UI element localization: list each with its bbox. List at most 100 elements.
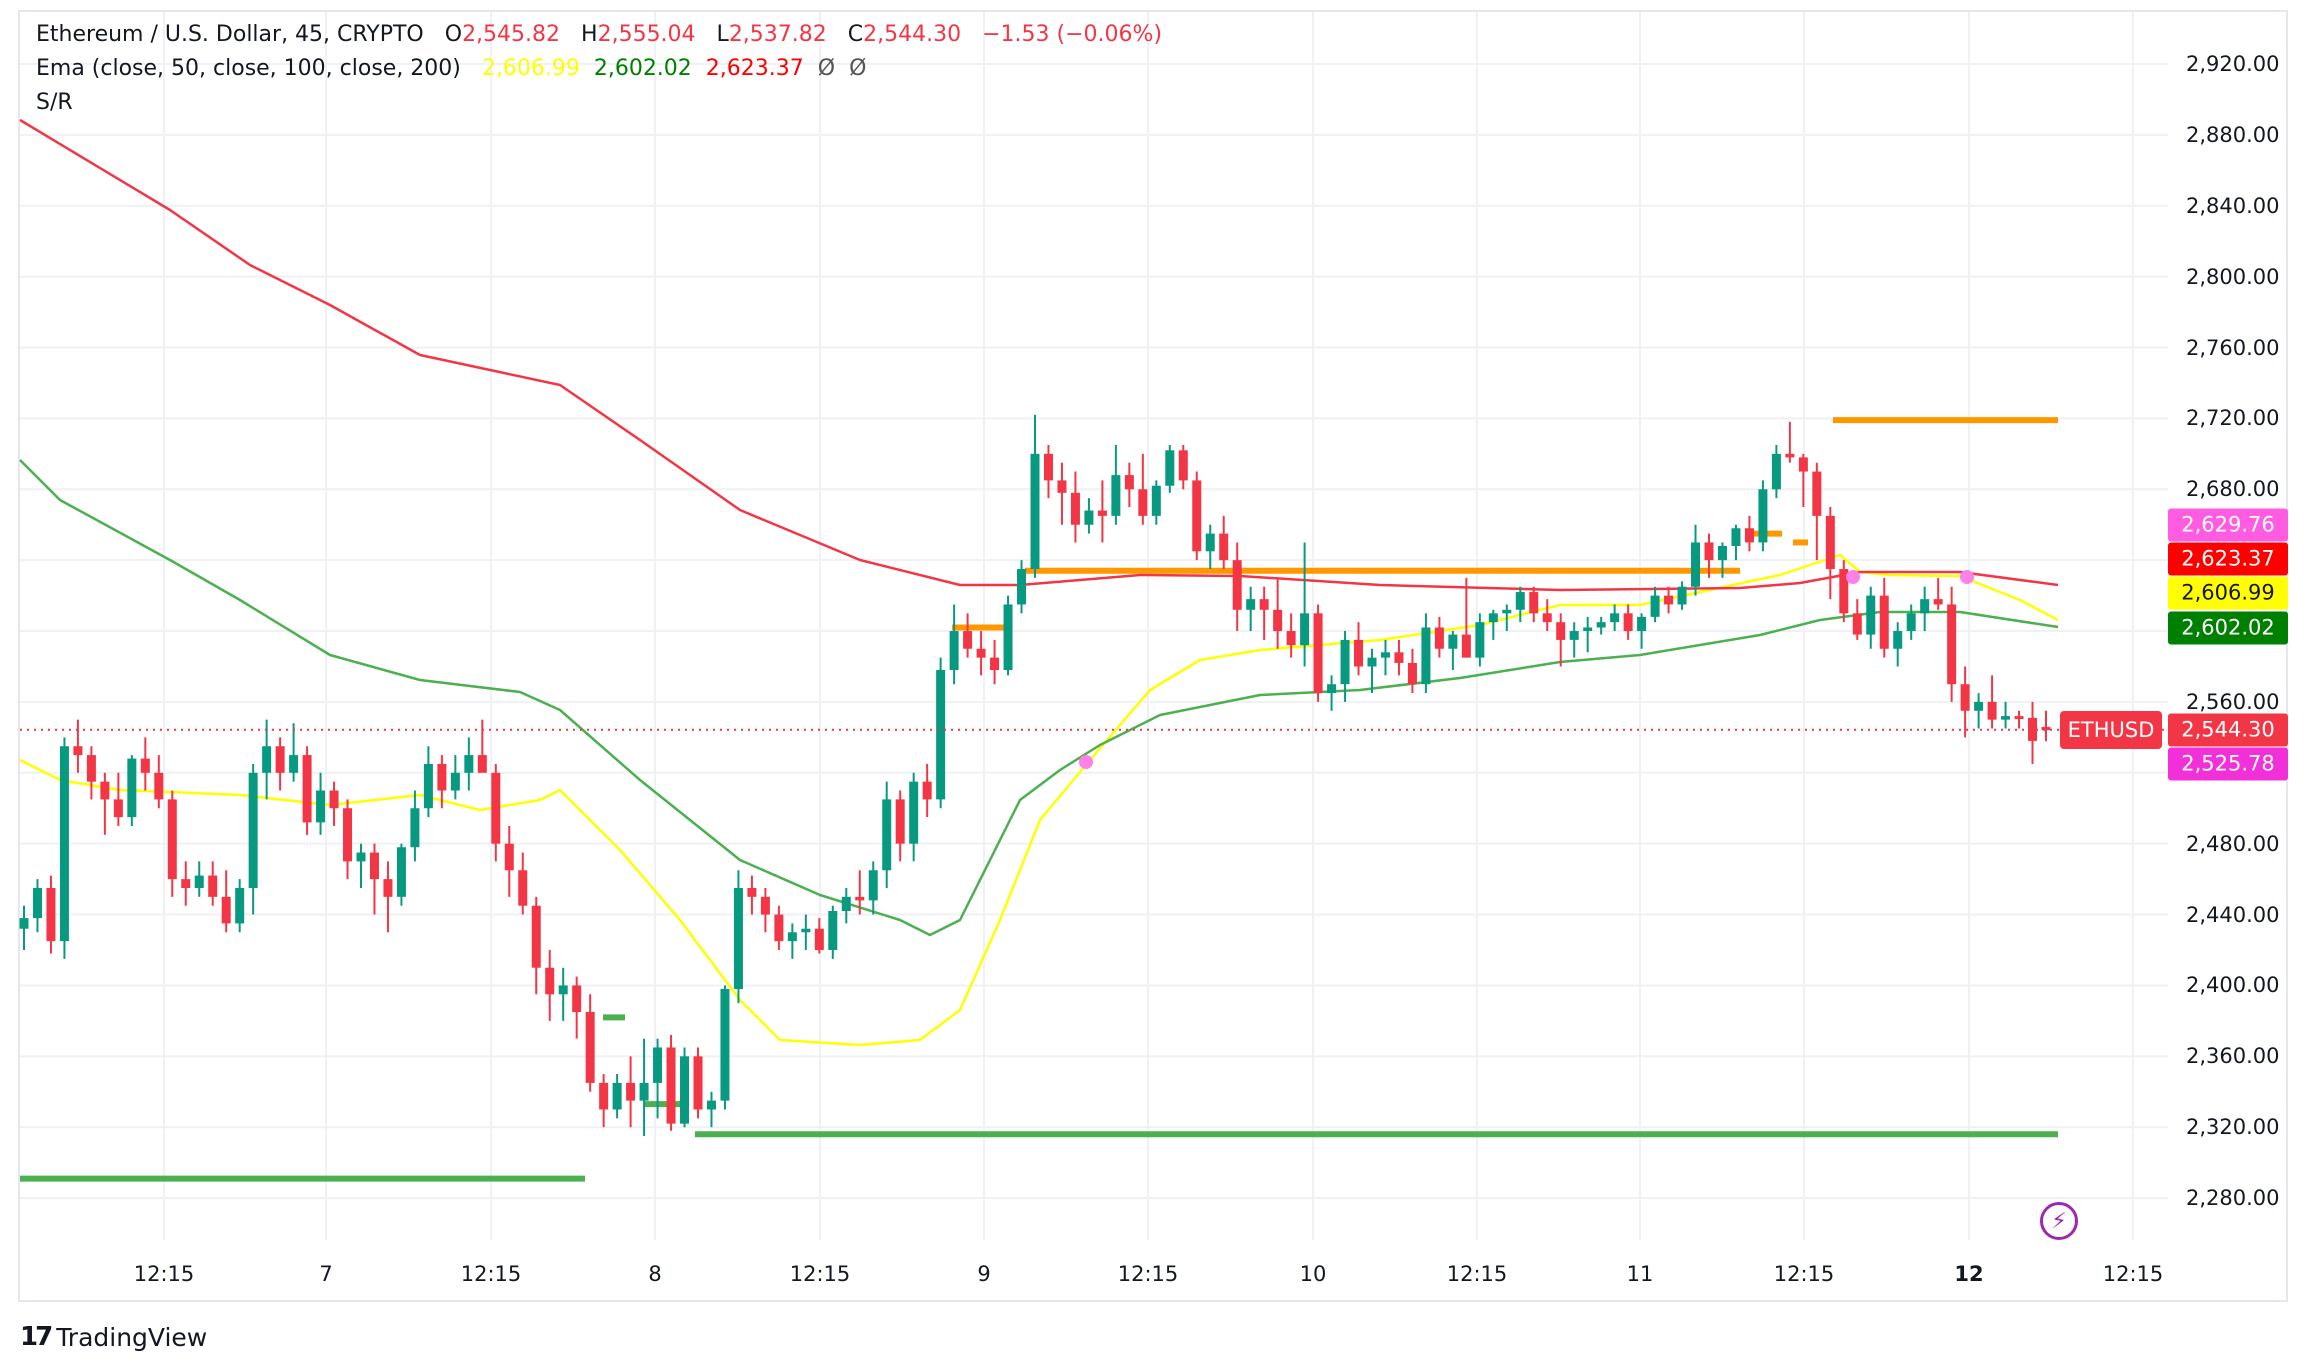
candle-down [383, 879, 393, 897]
candle-up [2001, 716, 2011, 720]
candle-down [1273, 609, 1283, 632]
candle-down [329, 790, 339, 809]
candle-up [248, 772, 258, 888]
candle-down [1933, 599, 1943, 605]
candle-down [1407, 662, 1417, 685]
candle-up [1515, 592, 1525, 610]
candle-up [1717, 545, 1727, 561]
tradingview-logo[interactable]: 17 TradingView [20, 1322, 207, 1352]
candle-up [828, 911, 838, 950]
candle-down [302, 755, 312, 823]
candle-up [733, 887, 743, 989]
candle-up [1327, 684, 1337, 694]
candle-down [1178, 450, 1188, 481]
candle-down [1542, 613, 1552, 623]
candle-down [140, 758, 150, 773]
candle-down [774, 914, 784, 942]
time-tick-label: 8 [648, 1262, 662, 1286]
time-tick-label: 12 [1954, 1262, 1984, 1286]
candle-down [1556, 622, 1566, 640]
price-tick-label: 2,360.00 [2186, 1044, 2280, 1069]
ema50-line [19, 553, 2059, 1047]
candle-up [1030, 453, 1040, 570]
candle-down [1232, 560, 1242, 610]
candle-down [1070, 492, 1080, 525]
symbol-title: Ethereum / U.S. Dollar, 45, CRYPTO [36, 22, 424, 47]
ema100-value: 2,602.02 [593, 56, 692, 81]
price-tick-label: 2,320.00 [2186, 1115, 2280, 1140]
candle-down [181, 879, 191, 888]
price-tick-label: 2,880.00 [2186, 122, 2280, 147]
candle-down [1947, 604, 1957, 685]
tradingview-wordmark: TradingView [56, 1322, 208, 1352]
candle-down [747, 887, 757, 897]
candle-up [1205, 533, 1215, 552]
candle-up [1920, 599, 1930, 614]
candle-up [1758, 489, 1768, 543]
ema-cross-marker [1846, 570, 1860, 584]
candle-down [545, 967, 555, 995]
candle-up [653, 1047, 663, 1083]
price-tick-label: 2,480.00 [2186, 831, 2280, 856]
candle-up [194, 875, 204, 888]
candle-up [1596, 622, 1606, 628]
candle-down [2014, 716, 2024, 720]
time-tick-label: 10 [1299, 1262, 1327, 1286]
candle-down [2041, 727, 2051, 731]
candle-up [1367, 657, 1377, 667]
candle-down [693, 1056, 703, 1110]
candle-down [1623, 613, 1633, 632]
candle-down [1461, 634, 1471, 658]
ema-na-value: Ø [849, 56, 867, 81]
candle-up [127, 758, 137, 818]
candle-down [46, 887, 56, 942]
price-tick-label: 2,400.00 [2186, 973, 2280, 998]
time-tick-label: 12:15 [789, 1262, 851, 1286]
ema-cross-marker [1079, 755, 1093, 769]
candle-down [1057, 480, 1067, 493]
candle-up [801, 928, 811, 933]
candle-down [1286, 631, 1296, 646]
candle-down [531, 905, 541, 968]
ema-na-value: Ø [817, 56, 836, 81]
cross-markers [1079, 570, 1974, 769]
candle-down [599, 1082, 609, 1110]
legend-symbol-row[interactable]: Ethereum / U.S. Dollar, 45, CRYPTO O2,54… [36, 18, 1162, 52]
legend-sr-row[interactable]: S/R [36, 86, 1162, 120]
candle-down [922, 781, 932, 800]
candle-up [1650, 595, 1660, 617]
candle-up [787, 932, 797, 942]
candle-up [1893, 631, 1903, 649]
badge-last-price: 2,544.30 [2168, 713, 2288, 747]
candle-up [706, 1100, 716, 1110]
price-tick-label: 2,560.00 [2186, 689, 2280, 714]
time-tick-label: 11 [1626, 1262, 1654, 1286]
candle-up [1583, 627, 1593, 632]
price-tick-label: 2,680.00 [2186, 477, 2280, 502]
close-label: C [847, 22, 864, 47]
tradingview-mark-icon: 17 [20, 1322, 53, 1352]
candle-up [1974, 701, 1984, 711]
candle-up [1610, 613, 1620, 623]
candle-up [19, 918, 29, 929]
candle-up [680, 1056, 690, 1124]
candle-up [1165, 450, 1175, 486]
candle-up [720, 988, 730, 1101]
candle-up [1003, 604, 1013, 671]
candle-up [639, 1082, 649, 1101]
ema-lines [19, 118, 2059, 1047]
lightning-icon[interactable]: ⚡︎ [2040, 1202, 2078, 1240]
candle-down [1043, 453, 1053, 481]
candle-down [477, 755, 487, 773]
legend-ema-row[interactable]: Ema (close, 50, close, 100, close, 200) … [36, 52, 1162, 86]
candle-up [1677, 586, 1687, 605]
high-label: H [581, 22, 598, 47]
candle-down [1434, 627, 1444, 649]
candle-up [909, 781, 919, 844]
candle-down [491, 772, 501, 844]
low-label: L [716, 22, 729, 47]
candle-up [1866, 595, 1876, 635]
candle-down [1852, 613, 1862, 635]
candle-down [504, 843, 514, 871]
